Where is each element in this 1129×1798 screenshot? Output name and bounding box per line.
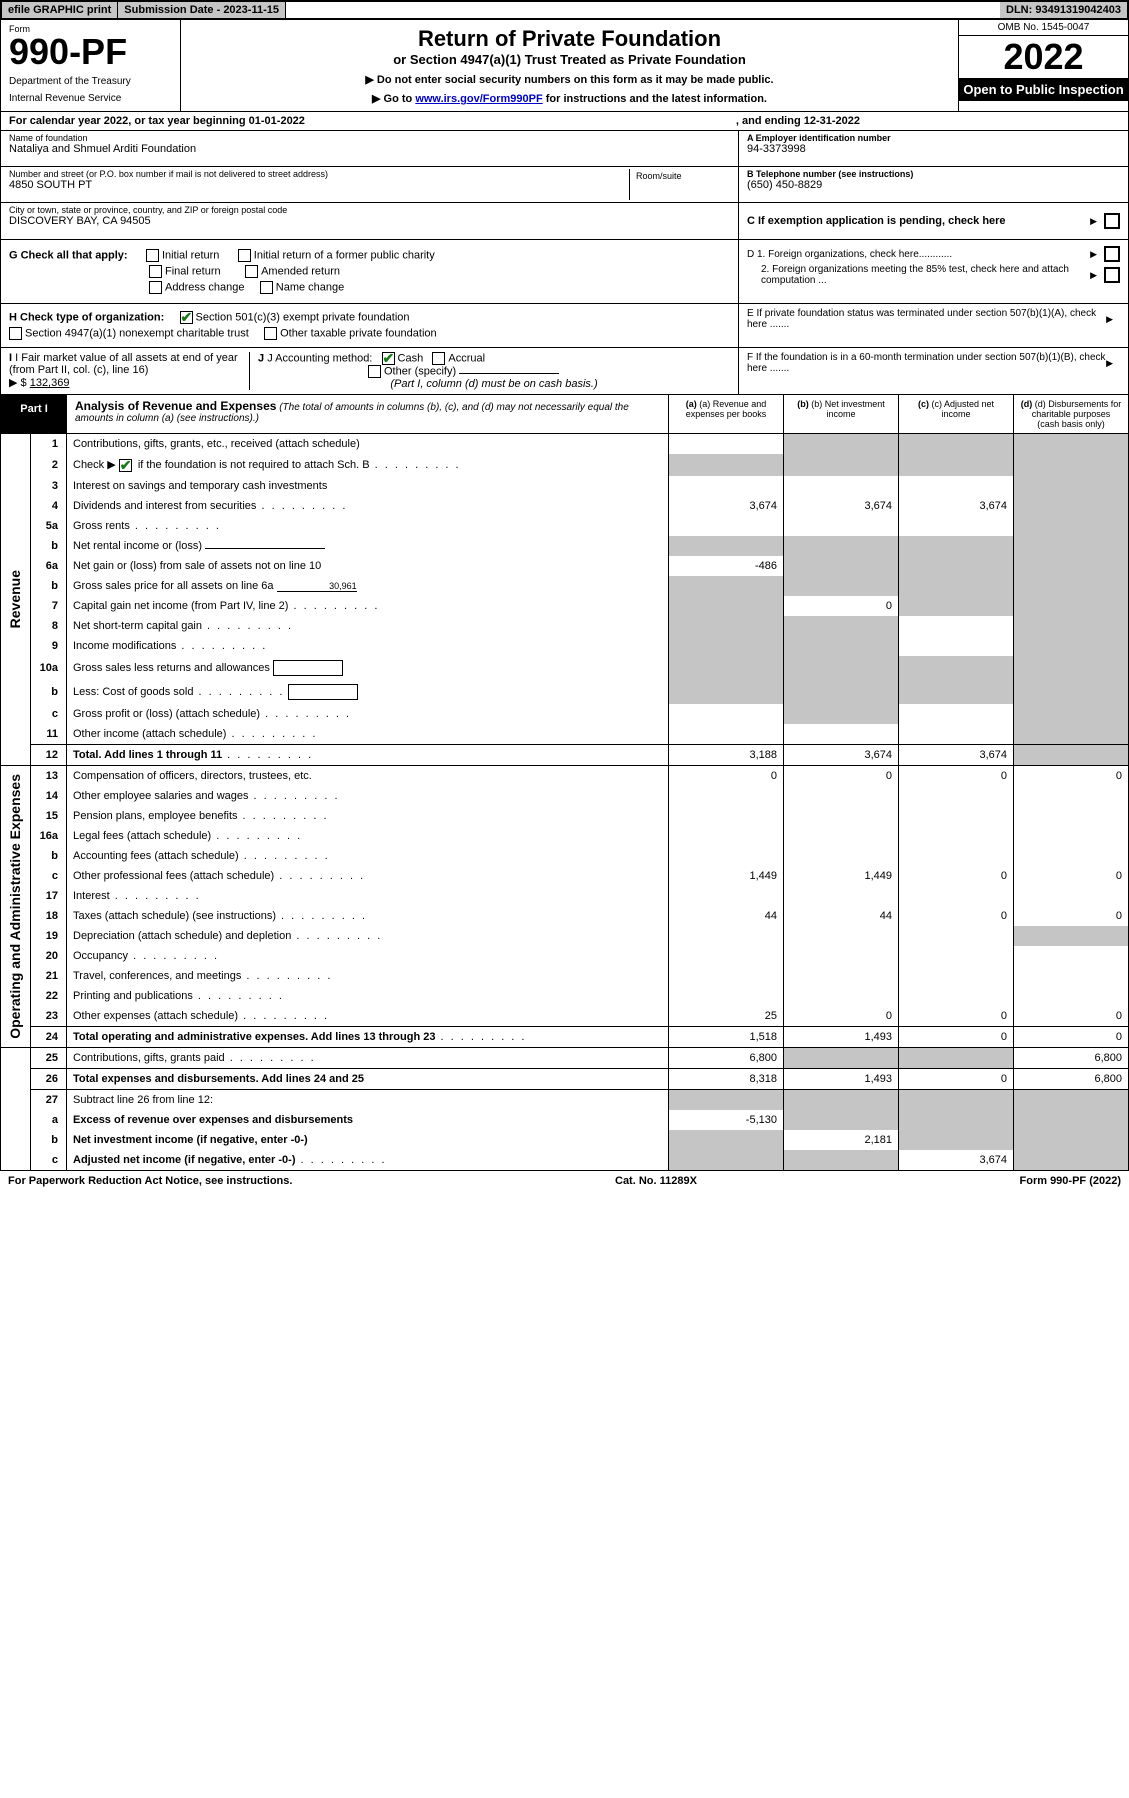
tax-year: 2022 [959, 36, 1128, 78]
open-inspection: Open to Public Inspection [959, 78, 1128, 101]
dept: Department of the Treasury [9, 76, 172, 87]
main-table: Revenue 1Contributions, gifts, grants, e… [0, 434, 1129, 1171]
col-d-hdr: (d) (d) Disbursements for charitable pur… [1013, 395, 1128, 433]
part1-title: Analysis of Revenue and Expenses [75, 399, 276, 413]
footer-left: For Paperwork Reduction Act Notice, see … [8, 1175, 292, 1187]
arrow-icon [1106, 358, 1116, 369]
ein-label: A Employer identification number [747, 133, 1120, 143]
d2-label: 2. Foreign organizations meeting the 85%… [747, 264, 1090, 286]
d2-checkbox[interactable] [1104, 267, 1120, 283]
name-change-chk[interactable] [260, 281, 273, 294]
e-label: E If private foundation status was termi… [747, 308, 1106, 330]
other-tax-chk[interactable] [264, 327, 277, 340]
efile-label[interactable]: efile GRAPHIC print [2, 2, 118, 18]
initial-public-chk[interactable] [238, 249, 251, 262]
final-return-chk[interactable] [149, 265, 162, 278]
irs: Internal Revenue Service [9, 93, 172, 104]
foundation-name: Nataliya and Shmuel Arditi Foundation [9, 143, 730, 155]
period-row: For calendar year 2022, or tax year begi… [0, 112, 1129, 131]
arrow-icon [1090, 249, 1100, 260]
ij-section: I I Fair market value of all assets at e… [0, 348, 1129, 395]
room-label: Room/suite [630, 169, 730, 200]
col-c-hdr: (c) (c) Adjusted net income [898, 395, 1013, 433]
top-bar: efile GRAPHIC print Submission Date - 20… [0, 0, 1129, 20]
c-checkbox[interactable] [1104, 213, 1120, 229]
arrow-icon [1090, 215, 1100, 227]
part1-header: Part I Analysis of Revenue and Expenses … [0, 395, 1129, 434]
schb-chk[interactable] [119, 459, 132, 472]
form-subtitle: or Section 4947(a)(1) Trust Treated as P… [187, 52, 952, 67]
fmv-value: 132,369 [30, 377, 70, 389]
part1-tag: Part I [1, 395, 67, 433]
col-a-hdr: (a) (a) Revenue and expenses per books [668, 395, 783, 433]
note-ssn: ▶ Do not enter social security numbers o… [187, 73, 952, 86]
opex-side: Operating and Administrative Expenses [7, 774, 23, 1039]
phone: (650) 450-8829 [747, 179, 1120, 191]
c-label: C If exemption application is pending, c… [747, 215, 1006, 227]
form-header: Form 990-PF Department of the Treasury I… [0, 20, 1129, 112]
period-end: , and ending 12-31-2022 [736, 115, 860, 127]
city: DISCOVERY BAY, CA 94505 [9, 215, 730, 227]
period-begin: For calendar year 2022, or tax year begi… [9, 115, 305, 127]
submission-date: Submission Date - 2023-11-15 [118, 2, 286, 18]
arrow-icon [1090, 270, 1100, 281]
ein: 94-3373998 [747, 143, 1120, 155]
note-link: ▶ Go to www.irs.gov/Form990PF for instru… [187, 92, 952, 105]
footer-mid: Cat. No. 11289X [615, 1175, 697, 1187]
other-chk[interactable] [368, 365, 381, 378]
accrual-chk[interactable] [432, 352, 445, 365]
revenue-side: Revenue [7, 570, 23, 628]
omb: OMB No. 1545-0047 [959, 20, 1128, 36]
footer: For Paperwork Reduction Act Notice, see … [0, 1171, 1129, 1191]
addr-label: Number and street (or P.O. box number if… [9, 169, 629, 179]
dln: DLN: 93491319042403 [1000, 2, 1127, 18]
phone-label: B Telephone number (see instructions) [747, 169, 1120, 179]
g-section: G Check all that apply: Initial return I… [0, 240, 1129, 304]
s4947-chk[interactable] [9, 327, 22, 340]
form-title: Return of Private Foundation [187, 26, 952, 52]
j-note: (Part I, column (d) must be on cash basi… [258, 378, 730, 390]
irs-link[interactable]: www.irs.gov/Form990PF [415, 93, 542, 105]
address: 4850 SOUTH PT [9, 179, 629, 191]
h-label: H Check type of organization: [9, 311, 164, 323]
s501-chk[interactable] [180, 311, 193, 324]
form-number: 990-PF [9, 34, 172, 70]
f-label: F If the foundation is in a 60-month ter… [747, 352, 1106, 374]
arrow-icon [1106, 314, 1116, 325]
cash-chk[interactable] [382, 352, 395, 365]
g-label: G Check all that apply: [9, 249, 128, 261]
initial-return-chk[interactable] [146, 249, 159, 262]
d1-checkbox[interactable] [1104, 246, 1120, 262]
city-label: City or town, state or province, country… [9, 205, 730, 215]
addr-change-chk[interactable] [149, 281, 162, 294]
h-section: H Check type of organization: Section 50… [0, 304, 1129, 348]
col-b-hdr: (b) (b) Net investment income [783, 395, 898, 433]
footer-right: Form 990-PF (2022) [1020, 1175, 1122, 1187]
name-label: Name of foundation [9, 133, 730, 143]
info-block: Name of foundation Nataliya and Shmuel A… [0, 131, 1129, 240]
d1-label: D 1. Foreign organizations, check here..… [747, 249, 952, 260]
amended-chk[interactable] [245, 265, 258, 278]
i-label: I Fair market value of all assets at end… [9, 352, 238, 376]
